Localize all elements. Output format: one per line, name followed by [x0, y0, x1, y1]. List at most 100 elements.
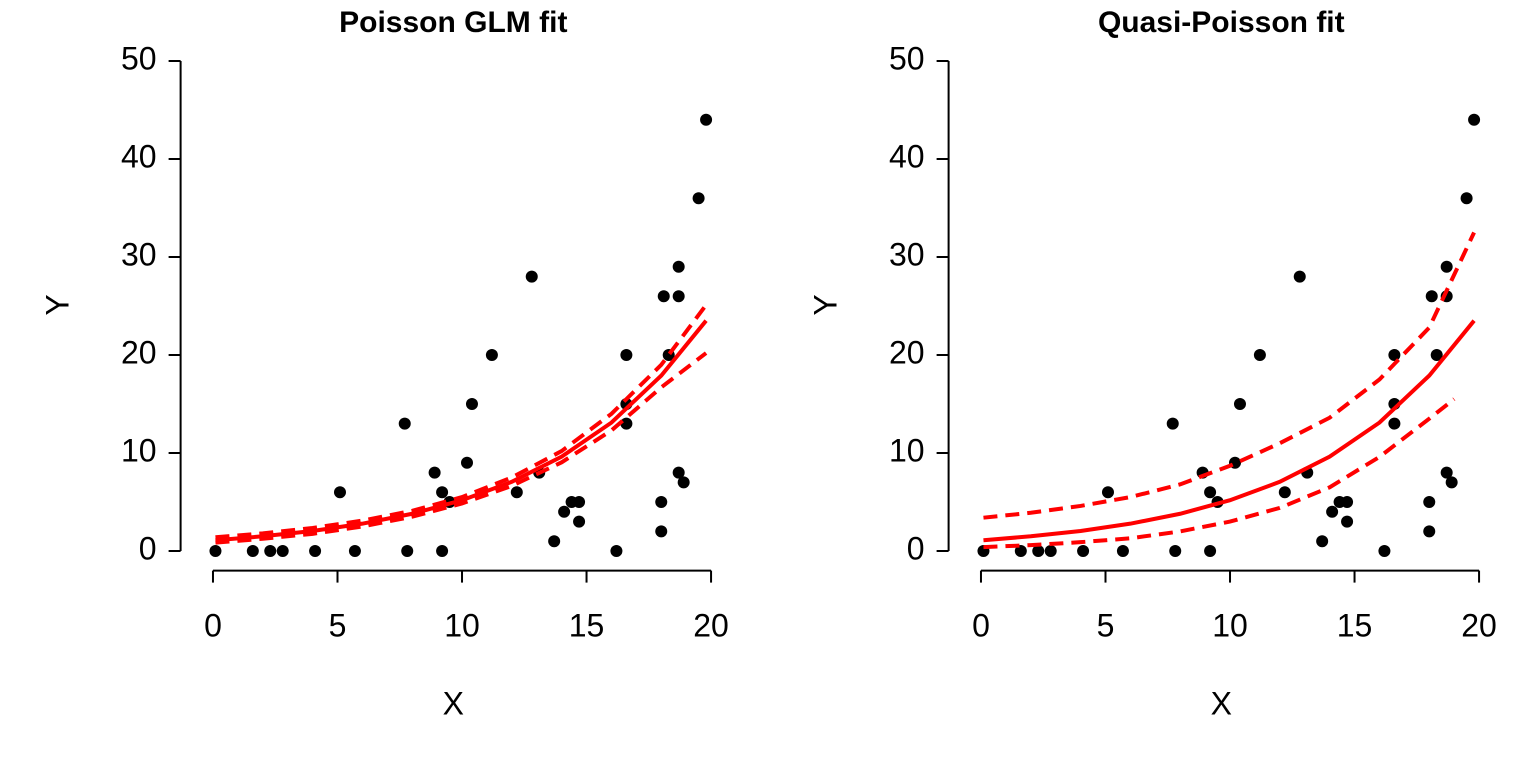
point — [692, 192, 705, 205]
x-axis-label: X — [443, 685, 464, 721]
point — [558, 505, 571, 518]
point — [655, 496, 668, 508]
point — [1440, 466, 1453, 479]
x-tick-label: 0 — [204, 607, 222, 643]
y-axis-label: Y — [807, 294, 843, 315]
x-tick-label: 10 — [1212, 607, 1248, 643]
fit-line — [215, 319, 708, 543]
point — [276, 545, 289, 557]
point — [672, 466, 685, 479]
point — [700, 113, 713, 126]
point — [1044, 545, 1057, 557]
point — [485, 349, 498, 361]
point — [1166, 417, 1179, 430]
point — [246, 545, 259, 557]
point — [1425, 290, 1438, 303]
panel: Poisson GLM fit X Y 0 5 10 15 20 0 10 20 30 40 50 — [39, 6, 728, 722]
point — [1341, 515, 1354, 528]
point — [1378, 545, 1391, 557]
point — [436, 486, 449, 499]
point — [1116, 545, 1129, 557]
point — [264, 545, 277, 557]
point — [1460, 192, 1473, 205]
point — [620, 417, 633, 430]
point — [1293, 270, 1306, 283]
point — [1423, 496, 1436, 508]
panel: Quasi-Poisson fit X Y 0 5 10 15 20 0 10 20 30 40 50 — [807, 6, 1496, 722]
point — [672, 260, 685, 273]
point — [1204, 545, 1217, 557]
x-tick-label: 10 — [444, 607, 480, 643]
point — [1423, 525, 1436, 538]
point — [401, 545, 414, 557]
y-tick-label: 30 — [121, 236, 157, 272]
point — [1388, 417, 1401, 430]
point — [428, 466, 441, 479]
x-tick-label: 20 — [1461, 607, 1497, 643]
point — [1440, 260, 1453, 273]
point — [1077, 545, 1090, 557]
y-tick-label: 50 — [121, 40, 157, 76]
confidence-band — [215, 303, 708, 540]
point — [1101, 486, 1114, 499]
y-tick-label: 10 — [889, 432, 925, 468]
point — [1430, 349, 1443, 361]
point — [655, 525, 668, 538]
point — [398, 417, 411, 430]
y-tick-label: 50 — [889, 40, 925, 76]
point — [1316, 535, 1329, 548]
confidence-band — [983, 231, 1476, 520]
point — [460, 456, 473, 469]
point — [657, 290, 670, 303]
point — [209, 545, 222, 557]
x-tick-label: 0 — [972, 607, 990, 643]
point — [1326, 505, 1339, 518]
point — [1445, 476, 1458, 489]
y-tick-label: 0 — [139, 530, 157, 566]
fit-line — [983, 319, 1476, 543]
y-tick-label: 20 — [121, 334, 157, 370]
point — [525, 270, 538, 283]
point — [1388, 349, 1401, 361]
point — [573, 496, 586, 508]
point — [1253, 349, 1266, 361]
point — [672, 290, 685, 303]
confidence-band — [983, 397, 1456, 550]
x-tick-label: 15 — [569, 607, 605, 643]
y-axis-label: Y — [39, 294, 75, 315]
y-tick-label: 10 — [121, 432, 157, 468]
point — [1341, 496, 1354, 508]
point — [1233, 398, 1246, 410]
point — [677, 476, 690, 489]
point — [333, 486, 346, 499]
point — [465, 398, 478, 410]
point — [1468, 113, 1481, 126]
x-tick-label: 5 — [1097, 607, 1115, 643]
point — [610, 545, 623, 557]
point — [309, 545, 322, 557]
x-tick-label: 15 — [1337, 607, 1373, 643]
x-tick-label: 20 — [693, 607, 729, 643]
x-axis-label: X — [1211, 685, 1232, 721]
point — [436, 545, 449, 557]
point — [1169, 545, 1182, 557]
point — [510, 486, 523, 499]
confidence-band — [215, 351, 708, 545]
point — [620, 349, 633, 361]
chart-title: Poisson GLM fit — [339, 6, 567, 39]
point — [573, 515, 586, 528]
y-tick-label: 0 — [907, 530, 925, 566]
point — [1204, 486, 1217, 499]
point — [1014, 545, 1027, 557]
point — [348, 545, 361, 557]
point — [548, 535, 561, 548]
y-tick-label: 20 — [889, 334, 925, 370]
chart-title: Quasi-Poisson fit — [1098, 6, 1345, 39]
point — [1278, 486, 1291, 499]
y-tick-label: 30 — [889, 236, 925, 272]
y-tick-label: 40 — [889, 138, 925, 174]
x-tick-label: 5 — [329, 607, 347, 643]
y-tick-label: 40 — [121, 138, 157, 174]
point — [1032, 545, 1045, 557]
